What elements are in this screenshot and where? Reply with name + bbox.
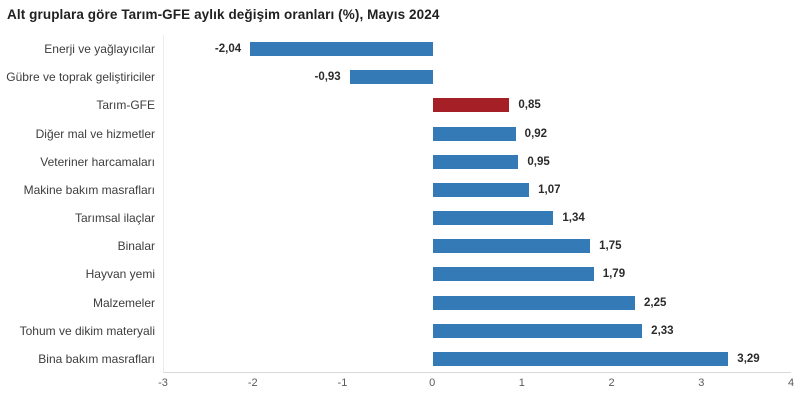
value-label: 0,85 xyxy=(518,99,541,112)
bar xyxy=(433,239,591,254)
value-label: 3,29 xyxy=(737,352,760,365)
value-label: 1,75 xyxy=(599,240,622,253)
bar xyxy=(433,323,643,338)
value-label: 0,92 xyxy=(524,127,548,140)
category-label: Hayvan yemi xyxy=(85,267,155,282)
x-tick-label: -1 xyxy=(337,377,348,389)
bar xyxy=(433,154,519,169)
category-label: Tarım-GFE xyxy=(96,98,155,113)
bar xyxy=(349,70,434,85)
x-tick-label: 0 xyxy=(429,377,436,389)
bar xyxy=(433,211,554,226)
bar xyxy=(433,295,635,310)
chart-title: Alt gruplara göre Tarım-GFE aylık değişi… xyxy=(7,7,440,22)
category-label: Malzemeler xyxy=(92,295,155,310)
value-label: 2,33 xyxy=(651,324,674,337)
bar xyxy=(433,267,594,282)
value-label: 2,25 xyxy=(644,296,667,309)
x-tick-label: 3 xyxy=(698,377,705,389)
bar xyxy=(433,126,516,141)
x-tick-label: -3 xyxy=(158,377,168,389)
category-label: Tohum ve dikim materyali xyxy=(19,323,155,338)
value-label: 1,07 xyxy=(538,183,561,196)
value-label: -2,04 xyxy=(214,43,242,56)
bar-highlight xyxy=(433,98,510,113)
value-label: -0,93 xyxy=(314,71,341,84)
category-label: Veteriner harcamaları xyxy=(40,154,155,169)
plot-area: -2,04 -0,93 0,85 0,92 0,95 1,07 1,34 1,75 1,79 2,… xyxy=(163,35,791,373)
value-label: 1,79 xyxy=(602,268,626,281)
bar xyxy=(433,182,530,197)
x-tick-label: 2 xyxy=(608,377,615,389)
bar xyxy=(250,42,434,57)
x-tick-label: 4 xyxy=(787,377,795,389)
value-label: 1,34 xyxy=(562,212,585,225)
category-label: Binalar xyxy=(117,239,155,254)
category-label: Gübre ve toprak geliştiriciler xyxy=(6,70,155,85)
category-label: Bina bakım masrafları xyxy=(38,351,155,366)
category-label: Diğer mal ve hizmetler xyxy=(35,126,155,141)
value-label: 0,95 xyxy=(527,155,550,168)
category-axis: Enerji ve yağlayıcılar Gübre ve toprak ge… xyxy=(0,35,155,373)
category-label: Makine bakım masrafları xyxy=(23,182,155,197)
x-tick-label: 1 xyxy=(518,377,525,389)
category-label: Tarımsal ilaçlar xyxy=(74,211,155,225)
bar xyxy=(433,351,729,366)
x-tick-label: -2 xyxy=(247,377,258,389)
category-label: Enerji ve yağlayıcılar xyxy=(44,42,155,56)
x-axis: -3 -2 -1 0 1 2 3 4 xyxy=(0,377,805,393)
